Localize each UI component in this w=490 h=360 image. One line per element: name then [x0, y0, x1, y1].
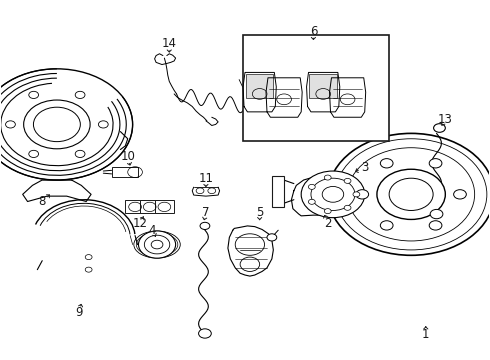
Circle shape [267, 234, 277, 241]
Text: 3: 3 [361, 161, 368, 174]
Bar [155, 201, 174, 213]
Circle shape [429, 159, 442, 168]
Text: 2: 2 [324, 216, 332, 230]
Circle shape [151, 240, 163, 249]
Circle shape [389, 178, 433, 211]
Circle shape [75, 91, 85, 99]
Text: 4: 4 [148, 224, 156, 237]
Circle shape [0, 69, 133, 180]
Circle shape [200, 222, 210, 229]
Bar [140, 201, 159, 213]
Circle shape [324, 175, 331, 180]
Circle shape [324, 208, 331, 213]
Circle shape [5, 121, 15, 128]
Circle shape [29, 150, 39, 158]
Circle shape [344, 205, 351, 210]
Bar [272, 176, 284, 207]
Circle shape [328, 134, 490, 255]
Text: 6: 6 [310, 25, 317, 38]
Circle shape [344, 178, 351, 183]
Bar [310, 74, 337, 98]
Circle shape [434, 124, 445, 132]
Circle shape [29, 91, 39, 99]
Circle shape [308, 184, 315, 189]
Text: 5: 5 [256, 206, 263, 219]
Circle shape [353, 192, 360, 197]
Circle shape [454, 190, 466, 199]
Text: 12: 12 [132, 216, 147, 230]
Circle shape [356, 190, 368, 199]
Circle shape [377, 169, 445, 220]
Text: 10: 10 [121, 150, 135, 163]
Text: 11: 11 [198, 172, 214, 185]
Bar [243, 35, 389, 140]
Circle shape [322, 186, 343, 202]
Text: 1: 1 [422, 328, 430, 341]
Text: 13: 13 [438, 113, 453, 126]
Circle shape [308, 199, 315, 204]
Circle shape [139, 231, 175, 258]
Circle shape [98, 121, 108, 128]
Text: 9: 9 [75, 306, 83, 319]
Text: 7: 7 [202, 206, 210, 219]
Circle shape [380, 159, 393, 168]
Text: 14: 14 [162, 37, 177, 50]
Circle shape [301, 171, 365, 218]
Circle shape [380, 221, 393, 230]
Text: 8: 8 [39, 195, 46, 208]
Circle shape [75, 150, 85, 158]
Bar [246, 74, 273, 98]
Bar [112, 167, 139, 177]
Circle shape [198, 329, 211, 338]
Circle shape [429, 221, 442, 230]
Circle shape [24, 100, 90, 149]
Bar [125, 201, 145, 213]
Circle shape [430, 210, 443, 219]
